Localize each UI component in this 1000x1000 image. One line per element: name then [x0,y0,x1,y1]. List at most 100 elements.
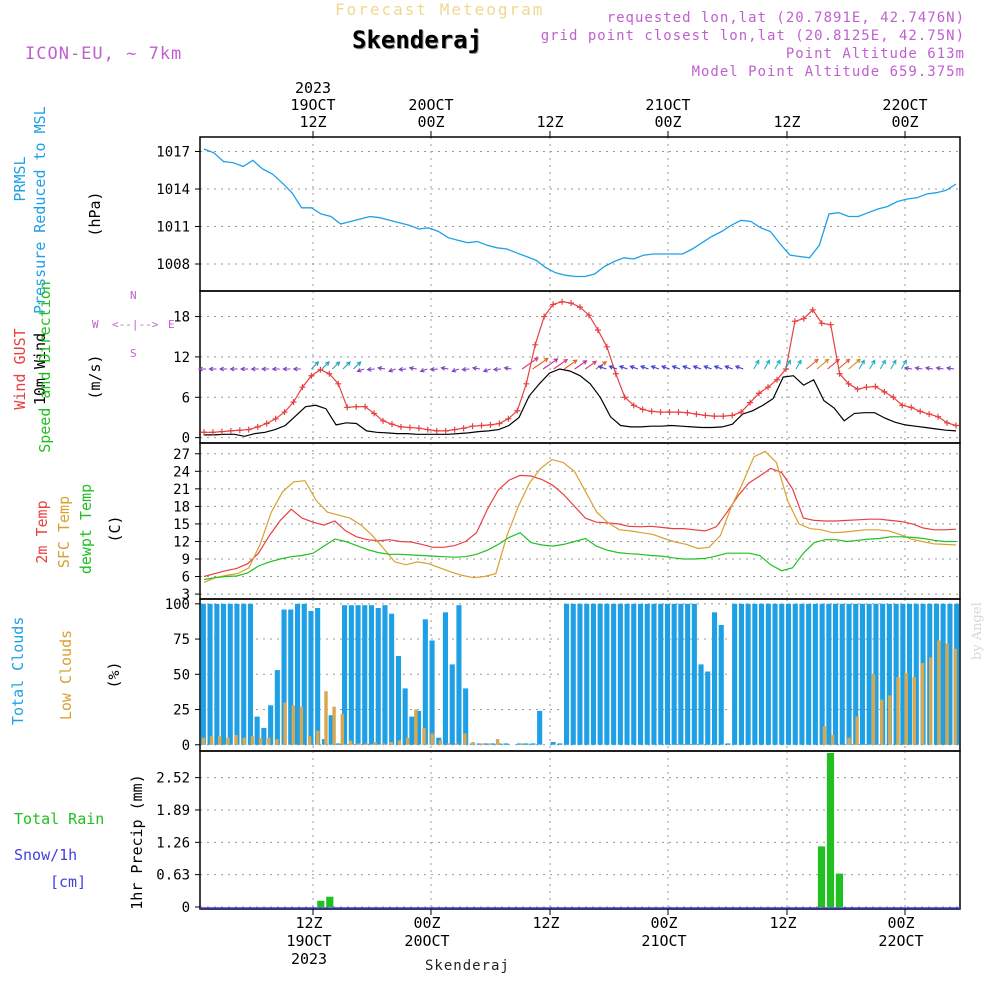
wind-direction-arrow [471,365,480,371]
total-cloud-bar [759,603,765,745]
total-cloud-bar [234,603,240,745]
wind-line [204,368,957,437]
top-axis-label: 12Z [773,113,800,131]
low-cloud-bar [495,739,500,745]
top-axis-label: 21OCT [645,96,690,114]
wind-direction-arrow [353,361,362,370]
cm-label: [cm] [50,873,87,891]
low-cloud-bar [373,742,377,745]
gust-point [935,413,942,420]
wind-direction-arrow [398,366,407,372]
total-cloud-bar [617,603,623,745]
bottom-axis-label: 12Z [295,914,322,932]
gust-point [353,403,360,410]
compass-w: W [92,318,99,331]
model-point-altitude: Model Point Altitude 659.375m [691,64,965,80]
low-cloud-bar [324,691,328,745]
gust-point [845,380,852,387]
ytick-label: 0 [182,900,190,916]
wind-direction-arrow [935,365,944,371]
wind-direction-arrow [482,368,491,373]
low-cloud-bar [830,734,835,745]
ytick-label: 1014 [156,182,190,198]
footer-location: Skenderaj [425,958,510,974]
total-cloud-bar [590,603,596,745]
wind-direction-arrow [914,365,923,371]
total-cloud-bar [900,603,906,745]
top-axis-label: 00Z [417,113,444,131]
low-cloud-bar [896,677,900,745]
total-cloud-bar [288,609,294,745]
meteogram-title: Forecast Meteogram [335,0,545,19]
wind-direction-arrow [629,365,639,370]
gust-point [738,409,745,416]
wind-direction-arrow [900,359,907,370]
wind-direction-arrow [806,358,819,370]
wind-direction-arrow [311,361,320,370]
total-cloud-bar [490,743,496,745]
total-cloud-bar [348,605,354,745]
low-cloud-bar [929,657,933,745]
gust-point [666,409,673,416]
gust-point [550,301,557,308]
ytick-label: 12 [173,350,190,366]
wind-direction-arrow [595,361,608,370]
total-cloud-bar [584,603,590,745]
wind-direction-arrow [671,365,681,370]
gust-point [460,425,467,432]
gust-point [890,394,897,401]
gust-point [872,383,879,390]
gust-point [711,413,718,420]
gust-point [926,411,933,418]
wind-direction-arrow [774,359,781,370]
gust-point [603,343,610,350]
gust-point [827,321,834,328]
rain-label: Total Rain [14,810,105,828]
gust-point [523,380,530,387]
total-cloud-bar [947,603,953,745]
panel-pressure: 1008 1011 1014 1017 [156,136,961,292]
low-cloud-bar [847,737,851,745]
total-cloud-bar [315,608,321,745]
total-cloud-bar [483,743,489,745]
low-cloud-bar [912,677,916,745]
total-cloud-bar [604,603,610,745]
low-cloud-bar [414,709,418,745]
total-cloud-bar [611,603,617,745]
total-cloud-bar [638,603,644,745]
wind-direction-arrow [608,365,618,370]
wind-direction-arrow [356,368,365,373]
total-cloud-bar [416,710,422,745]
total-cloud-bar [368,605,374,745]
gust-point [863,384,870,391]
gust-point [451,426,458,433]
total-cloud-bar [355,605,361,745]
low-cloud-bar [422,727,426,745]
top-axis-label: 00Z [654,113,681,131]
ytick-label: 9 [182,552,190,568]
total-cloud-bar [254,716,260,745]
total-cloud-bar [221,603,227,745]
total-cloud-bar [409,716,415,745]
ytick-label: 24 [173,464,190,480]
snow-label: Snow/1h [14,846,78,864]
gridpoint-coords: grid point closest lon,lat (20.8125E, 42… [540,28,965,44]
total-cloud-bar [281,609,287,745]
compass-arrows-icon: <--|--> [112,318,159,331]
wind-direction-arrow [858,359,865,370]
ytick-label: 21 [173,482,190,498]
total-cloud-bar [738,603,744,745]
total-cloud-bar [335,743,341,745]
gust-point [639,406,646,413]
wind-direction-arrow [903,365,912,371]
ytick-label: 25 [173,703,190,719]
ytick-label: 1008 [156,257,190,273]
ytick-label: 2.52 [156,771,190,787]
gust-point [227,427,234,434]
wind-direction-arrow [639,365,649,370]
total-cloud-bar [873,603,879,745]
gust-point [442,427,449,434]
gust-point [800,315,807,322]
wind-direction-arrow [239,366,249,372]
ytick-label: 1.26 [156,835,190,851]
